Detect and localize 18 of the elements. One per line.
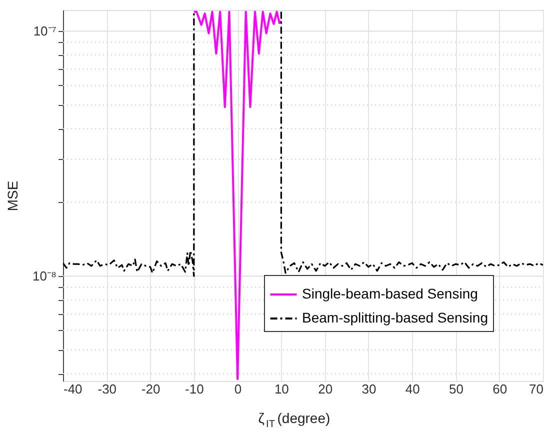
legend-label: Beam-splitting-based Sensing [302,310,488,326]
x-tick-label: 40 [405,382,420,396]
x-tick-label: 70 [529,382,544,396]
x-tick-label: 10 [274,382,289,396]
x-tick-label: -30 [98,382,117,396]
x-tick-label: 60 [492,382,508,396]
line-series [192,10,282,380]
x-tick-label: 50 [448,382,464,396]
y-axis-title: MSE [4,180,21,212]
y-tick-label: 10⁻⁷ [33,24,57,39]
legend-label: Single-beam-based Sensing [302,286,478,302]
y-tick-label: 10⁻⁸ [32,268,56,284]
x-tick-label: 20 [318,382,333,396]
x-tick-label: 30 [362,382,376,396]
x-tick-label: -20 [141,382,160,396]
x-tick-label: -10 [185,382,204,396]
x-tick-label: -40 [64,382,82,396]
x-tick-label: 0 [234,382,242,396]
